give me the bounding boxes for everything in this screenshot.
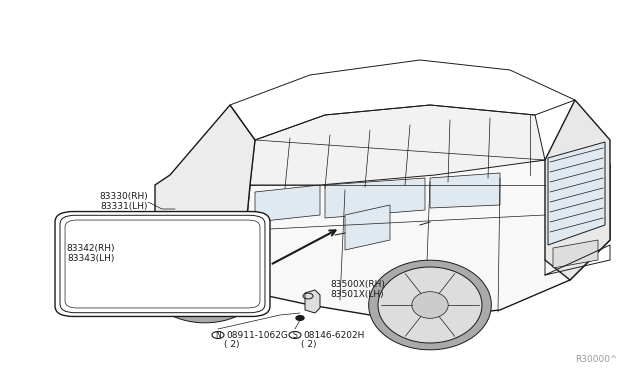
Text: ( 2): ( 2) xyxy=(301,340,317,350)
Text: ( 2): ( 2) xyxy=(224,340,239,350)
Text: 83343(LH): 83343(LH) xyxy=(68,253,115,263)
Text: N: N xyxy=(215,330,221,340)
Polygon shape xyxy=(548,142,605,245)
Polygon shape xyxy=(187,265,223,291)
Text: 83500X(RH): 83500X(RH) xyxy=(330,280,385,289)
Polygon shape xyxy=(240,160,610,320)
Polygon shape xyxy=(255,185,320,222)
Text: 83342(RH): 83342(RH) xyxy=(67,244,115,253)
FancyBboxPatch shape xyxy=(55,212,270,317)
Text: 83501X(LH): 83501X(LH) xyxy=(330,291,383,299)
Text: S: S xyxy=(292,330,298,340)
Polygon shape xyxy=(430,173,500,208)
Text: 08146-6202H: 08146-6202H xyxy=(303,330,364,340)
Text: R30000^: R30000^ xyxy=(575,356,618,365)
Circle shape xyxy=(296,316,304,320)
Polygon shape xyxy=(378,267,482,343)
Polygon shape xyxy=(250,105,545,185)
Polygon shape xyxy=(545,100,610,280)
Text: 83331(LH): 83331(LH) xyxy=(100,202,148,212)
Polygon shape xyxy=(369,260,492,350)
Polygon shape xyxy=(153,240,257,316)
Polygon shape xyxy=(553,240,598,268)
Polygon shape xyxy=(345,205,390,250)
Polygon shape xyxy=(325,178,425,218)
Polygon shape xyxy=(155,105,255,290)
Text: 08911-1062G: 08911-1062G xyxy=(226,330,288,340)
Polygon shape xyxy=(305,290,320,313)
Polygon shape xyxy=(412,292,448,318)
Polygon shape xyxy=(144,233,266,323)
Text: 83330(RH): 83330(RH) xyxy=(99,192,148,202)
